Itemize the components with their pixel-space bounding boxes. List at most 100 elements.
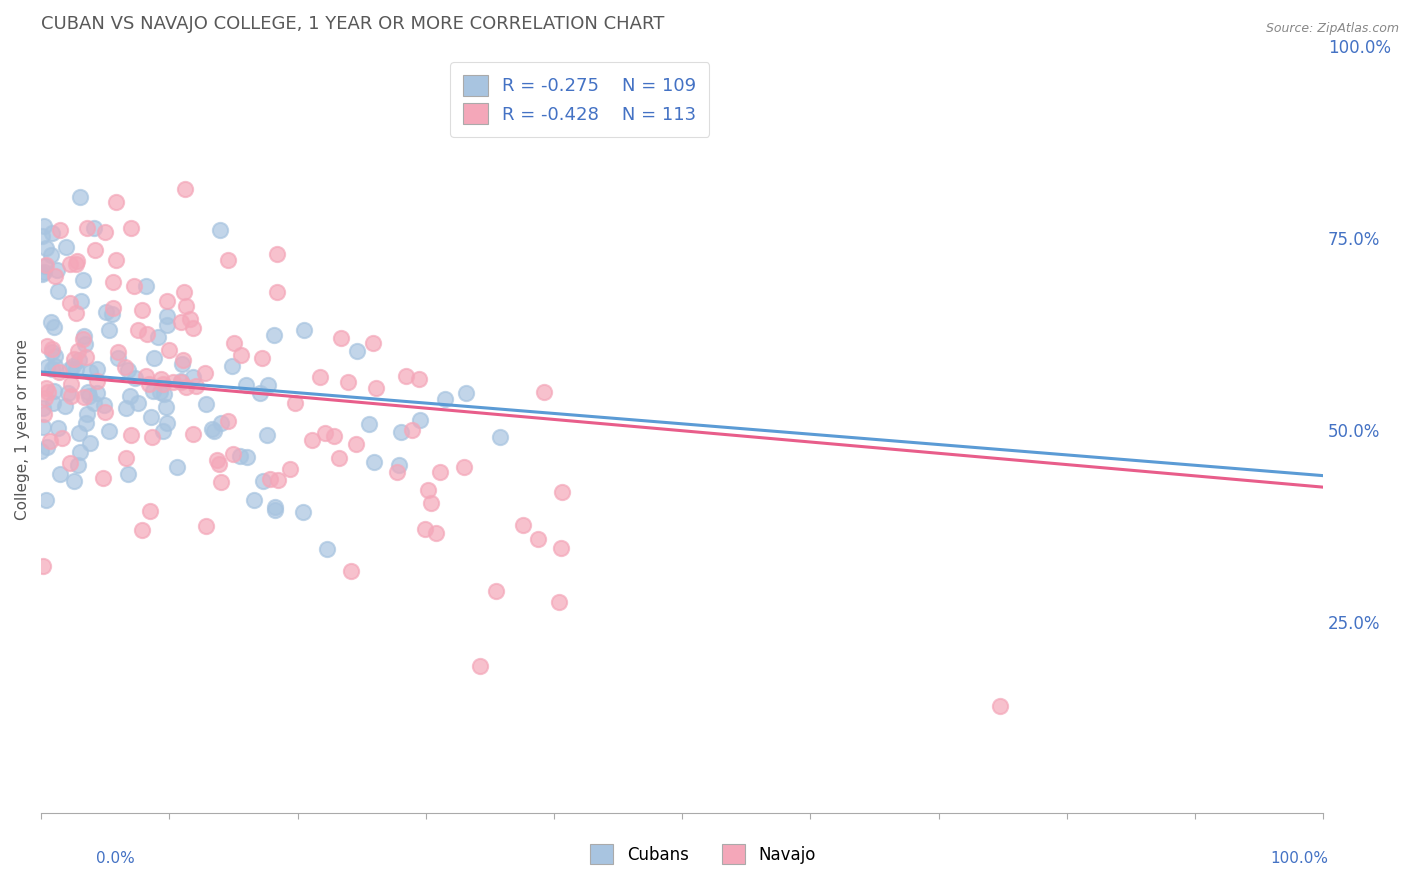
Point: [166, 460, 188, 475]
Point: [173, 285, 195, 300]
Point: [257, 378, 280, 392]
Point: [59, 376, 82, 391]
Point: [221, 359, 243, 373]
Point: [115, 451, 138, 466]
Point: [32, 401, 55, 416]
Point: [263, 328, 285, 343]
Point: [105, 194, 128, 209]
Point: [340, 564, 363, 578]
Point: [453, 459, 475, 474]
Point: [136, 327, 159, 342]
Point: [301, 433, 323, 447]
Point: [83, 396, 105, 410]
Point: [363, 455, 385, 469]
Point: [86, 385, 108, 400]
Point: [107, 351, 129, 366]
Point: [162, 375, 184, 389]
Point: [512, 517, 534, 532]
Point: [344, 437, 367, 451]
Legend: Cubans, Navajo: Cubans, Navajo: [583, 838, 823, 871]
Point: [49, 223, 72, 237]
Point: [51, 431, 73, 445]
Point: [250, 351, 273, 365]
Point: [337, 376, 360, 390]
Point: [278, 462, 301, 476]
Point: [38, 434, 60, 448]
Point: [84, 243, 107, 257]
Point: [37, 359, 59, 374]
Point: [41, 345, 63, 359]
Point: [207, 457, 229, 471]
Point: [346, 343, 368, 358]
Point: [183, 369, 205, 384]
Point: [156, 294, 179, 309]
Point: [34, 260, 56, 274]
Point: [141, 384, 163, 398]
Point: [395, 368, 418, 383]
Point: [35, 339, 58, 353]
Point: [150, 371, 173, 385]
Point: [456, 386, 478, 401]
Point: [179, 312, 201, 326]
Point: [30, 444, 52, 458]
Point: [117, 363, 139, 377]
Point: [31, 558, 53, 573]
Point: [155, 400, 177, 414]
Point: [93, 471, 115, 485]
Point: [357, 417, 380, 431]
Point: [263, 503, 285, 517]
Text: 100.0%: 100.0%: [1271, 851, 1329, 865]
Point: [76, 220, 98, 235]
Point: [217, 253, 239, 268]
Point: [53, 399, 76, 413]
Point: [86, 374, 108, 388]
Legend: R = -0.275    N = 109, R = -0.428    N = 113: R = -0.275 N = 109, R = -0.428 N = 113: [450, 62, 709, 136]
Point: [31, 267, 53, 281]
Point: [229, 348, 252, 362]
Point: [156, 310, 179, 324]
Point: [409, 412, 432, 426]
Point: [114, 360, 136, 375]
Point: [425, 525, 447, 540]
Point: [69, 445, 91, 459]
Point: [533, 384, 555, 399]
Point: [222, 336, 245, 351]
Point: [135, 279, 157, 293]
Point: [329, 331, 352, 345]
Point: [252, 474, 274, 488]
Point: [101, 275, 124, 289]
Point: [48, 365, 70, 379]
Point: [433, 392, 456, 406]
Point: [79, 365, 101, 379]
Point: [207, 453, 229, 467]
Point: [66, 254, 89, 268]
Point: [117, 467, 139, 481]
Y-axis label: College, 1 year or more: College, 1 year or more: [15, 339, 30, 520]
Point: [551, 485, 574, 500]
Point: [96, 305, 118, 319]
Point: [41, 315, 63, 329]
Point: [181, 320, 204, 334]
Point: [322, 429, 344, 443]
Point: [316, 541, 339, 556]
Point: [124, 370, 146, 384]
Point: [76, 408, 98, 422]
Point: [418, 483, 440, 497]
Point: [75, 351, 97, 365]
Point: [131, 303, 153, 318]
Point: [201, 422, 224, 436]
Point: [267, 473, 290, 487]
Point: [35, 381, 58, 395]
Point: [79, 436, 101, 450]
Point: [32, 265, 55, 279]
Point: [94, 226, 117, 240]
Point: [59, 456, 82, 470]
Point: [107, 345, 129, 359]
Point: [389, 425, 412, 440]
Point: [86, 361, 108, 376]
Text: CUBAN VS NAVAJO COLLEGE, 1 YEAR OR MORE CORRELATION CHART: CUBAN VS NAVAJO COLLEGE, 1 YEAR OR MORE …: [41, 15, 665, 33]
Point: [221, 447, 243, 461]
Point: [294, 323, 316, 337]
Point: [228, 449, 250, 463]
Point: [98, 425, 121, 439]
